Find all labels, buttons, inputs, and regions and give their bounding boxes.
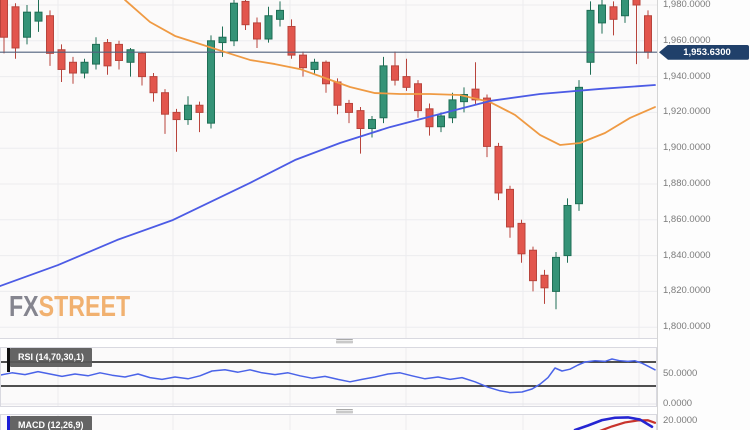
rsi-indicator-badge[interactable]: RSI (14,70,30,1) — [7, 348, 93, 372]
price-axis-label: 1,860.0000 — [663, 213, 711, 225]
ma-blue — [0, 84, 656, 287]
macd-panel — [573, 416, 657, 430]
price-axis-label: 1,840.0000 — [663, 249, 711, 261]
fxstreet-logo: FXSTREET — [9, 291, 130, 324]
macd-indicator-label: MACD (12,26,9) — [10, 416, 92, 430]
price-axis-label: 1,980.0000 — [663, 0, 711, 10]
rsi-indicator-label: RSI (14,70,30,1) — [10, 348, 93, 367]
rsi-axis-label-50: 50.0000 — [663, 368, 698, 379]
panel-resize-handle-macd[interactable] — [336, 409, 353, 414]
rsi-axis-label-0: 0.0000 — [663, 398, 693, 409]
price-axis-label: 1,920.0000 — [663, 106, 711, 118]
price-axis-label: 1,960.0000 — [663, 34, 711, 46]
rsi-accent-bar — [7, 348, 10, 372]
macd-accent-bar — [7, 416, 10, 430]
ma-orange — [124, 0, 656, 146]
panel-resize-handle-rsi[interactable] — [336, 339, 353, 344]
gridlines — [0, 0, 657, 430]
price-axis-label: 1,800.0000 — [663, 321, 711, 333]
price-axis-label: 1,940.0000 — [663, 70, 711, 82]
macd-indicator-badge[interactable]: MACD (12,26,9) — [7, 416, 92, 430]
candles-layer — [0, 0, 652, 310]
last-price-label: 1,953.6300 — [659, 44, 749, 60]
price-axis-label: 1,820.0000 — [663, 285, 711, 297]
rsi-panel — [0, 358, 657, 405]
fxstreet-logo-fx: FX — [9, 291, 39, 323]
price-axis-label: 1,880.0000 — [663, 178, 711, 189]
macd-axis-label-20: 20.0000 — [663, 415, 698, 426]
price-axis[interactable]: 1,980.0000 1,960.0000 1,940.0000 1,920.0000… — [658, 0, 750, 430]
price-axis-label: 1,900.0000 — [663, 142, 711, 154]
fxstreet-logo-street: STREET — [38, 291, 131, 323]
